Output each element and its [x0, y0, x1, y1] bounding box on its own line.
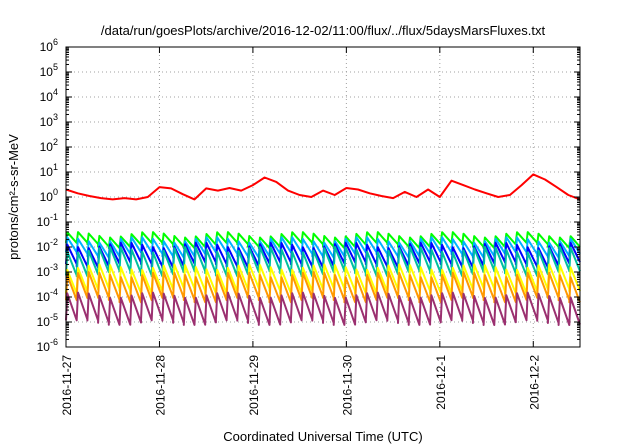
y-tick-label: 10-2 [37, 237, 58, 254]
y-tick-label: 10-5 [37, 312, 58, 329]
y-tick-label: 101 [40, 162, 58, 179]
x-axis: 2016-11-27 2016-11-28 2016-11-29 2016-11-30… [60, 47, 541, 416]
y-tick-label: 10-4 [37, 287, 58, 304]
y-tick-exponent: 5 [53, 62, 58, 72]
y-tick-label: 102 [40, 137, 58, 154]
series-group [65, 173, 581, 326]
y-tick-label: 100 [40, 187, 58, 204]
y-tick-label: 104 [40, 87, 58, 104]
x-tick-label: 2016-12-1 [434, 355, 448, 410]
y-tick-exponent: 4 [53, 87, 58, 97]
y-tick-exponent: 0 [53, 187, 58, 197]
y-tick-exponent: 3 [53, 112, 58, 122]
x-tick-label: 2016-11-28 [153, 355, 167, 416]
y-tick-label: 106 [40, 37, 58, 54]
y-tick-label: 105 [40, 62, 58, 79]
x-tick-label: 2016-12-2 [527, 355, 541, 410]
chart-title: /data/run/goesPlots/archive/2016-12-02/1… [101, 23, 546, 38]
y-tick-label: 10-1 [37, 212, 58, 229]
y-tick-label: 10-6 [37, 337, 58, 354]
y-tick-exponent: 6 [53, 37, 58, 47]
y-tick-exponent: -3 [50, 262, 58, 272]
y-tick-exponent: -2 [50, 237, 58, 247]
x-tick-label: 2016-11-29 [247, 355, 261, 416]
y-tick-exponent: -6 [50, 337, 58, 347]
y-tick-exponent: -1 [50, 212, 58, 222]
x-tick-label: 2016-11-27 [60, 355, 74, 416]
series-line-0 [65, 173, 581, 201]
y-tick-exponent: -4 [50, 287, 58, 297]
series-line-7 [65, 291, 581, 326]
y-axis-title: protons/cm²-s-sr-MeV [6, 134, 21, 260]
x-tick-label: 2016-11-30 [340, 355, 354, 416]
y-tick-exponent: 1 [53, 162, 58, 172]
y-tick-label: 10-3 [37, 262, 58, 279]
y-tick-exponent: 2 [53, 137, 58, 147]
y-tick-label: 103 [40, 112, 58, 129]
x-axis-title: Coordinated Universal Time (UTC) [223, 429, 422, 444]
y-tick-exponent: -5 [50, 312, 58, 322]
